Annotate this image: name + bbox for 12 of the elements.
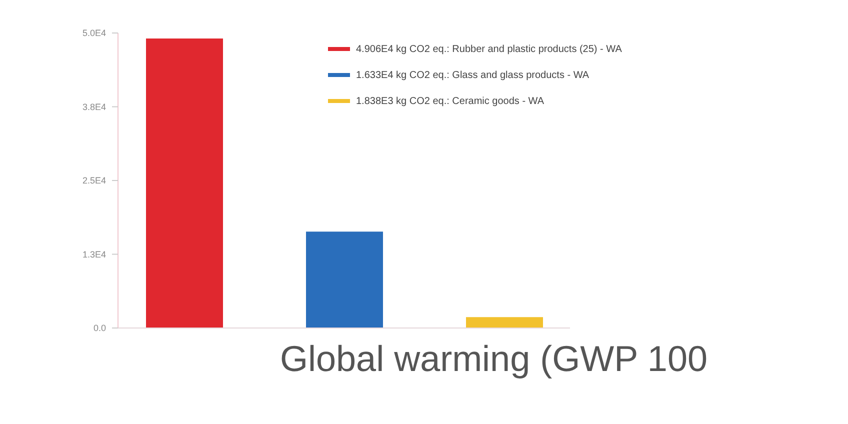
- legend-label: 4.906E4 kg CO2 eq.: Rubber and plastic products (25) - WA: [356, 44, 622, 54]
- bar: [306, 232, 383, 328]
- bar: [146, 38, 223, 328]
- legend-label: 1.838E3 kg CO2 eq.: Ceramic goods - WA: [356, 96, 544, 106]
- x-axis-title: Global warming (GWP 100: [280, 338, 708, 380]
- bar: [466, 317, 543, 328]
- y-tick-label: 1.3E4: [82, 249, 106, 260]
- legend-label: 1.633E4 kg CO2 eq.: Glass and glass products - WA: [356, 70, 590, 80]
- y-tick-label: 2.5E4: [82, 176, 106, 186]
- y-tick-label: 0.0: [93, 323, 106, 334]
- y-tick-label: 5.0E4: [82, 28, 106, 38]
- y-tick-label: 3.8E4: [82, 102, 106, 112]
